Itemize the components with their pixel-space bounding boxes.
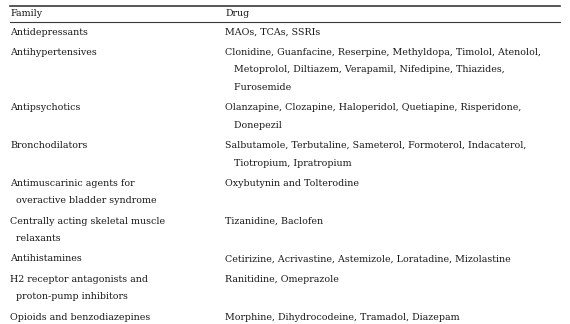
Text: Tizanidine, Baclofen: Tizanidine, Baclofen	[225, 217, 323, 226]
Text: Antipsychotics: Antipsychotics	[10, 103, 80, 112]
Text: Antihypertensives: Antihypertensives	[10, 48, 97, 57]
Text: Centrally acting skeletal muscle: Centrally acting skeletal muscle	[10, 217, 165, 226]
Text: Bronchodilators: Bronchodilators	[10, 141, 88, 150]
Text: Metoprolol, Diltiazem, Verapamil, Nifedipine, Thiazides,: Metoprolol, Diltiazem, Verapamil, Nifedi…	[225, 65, 505, 75]
Text: Drug: Drug	[225, 9, 250, 18]
Text: Salbutamole, Terbutaline, Sameterol, Formoterol, Indacaterol,: Salbutamole, Terbutaline, Sameterol, For…	[225, 141, 527, 150]
Text: Opioids and benzodiazepines: Opioids and benzodiazepines	[10, 313, 150, 321]
Text: Furosemide: Furosemide	[225, 83, 291, 92]
Text: Tiotropium, Ipratropium: Tiotropium, Ipratropium	[225, 158, 352, 168]
Text: Cetirizine, Acrivastine, Astemizole, Loratadine, Mizolastine: Cetirizine, Acrivastine, Astemizole, Lor…	[225, 254, 511, 263]
Text: relaxants: relaxants	[10, 234, 61, 243]
Text: MAOs, TCAs, SSRIs: MAOs, TCAs, SSRIs	[225, 28, 320, 37]
Text: proton-pump inhibitors: proton-pump inhibitors	[10, 292, 128, 301]
Text: Olanzapine, Clozapine, Haloperidol, Quetiapine, Risperidone,: Olanzapine, Clozapine, Haloperidol, Quet…	[225, 103, 522, 112]
Text: Clonidine, Guanfacine, Reserpine, Methyldopa, Timolol, Atenolol,: Clonidine, Guanfacine, Reserpine, Methyl…	[225, 48, 541, 57]
Text: Antihistamines: Antihistamines	[10, 254, 82, 263]
Text: Family: Family	[10, 9, 42, 18]
Text: Ranitidine, Omeprazole: Ranitidine, Omeprazole	[225, 275, 339, 284]
Text: Morphine, Dihydrocodeine, Tramadol, Diazepam: Morphine, Dihydrocodeine, Tramadol, Diaz…	[225, 313, 460, 321]
Text: Donepezil: Donepezil	[225, 121, 282, 130]
Text: overactive bladder syndrome: overactive bladder syndrome	[10, 196, 157, 205]
Text: H2 receptor antagonists and: H2 receptor antagonists and	[10, 275, 148, 284]
Text: Oxybutynin and Tolterodine: Oxybutynin and Tolterodine	[225, 179, 359, 188]
Text: Antidepressants: Antidepressants	[10, 28, 88, 37]
Text: Antimuscarinic agents for: Antimuscarinic agents for	[10, 179, 135, 188]
